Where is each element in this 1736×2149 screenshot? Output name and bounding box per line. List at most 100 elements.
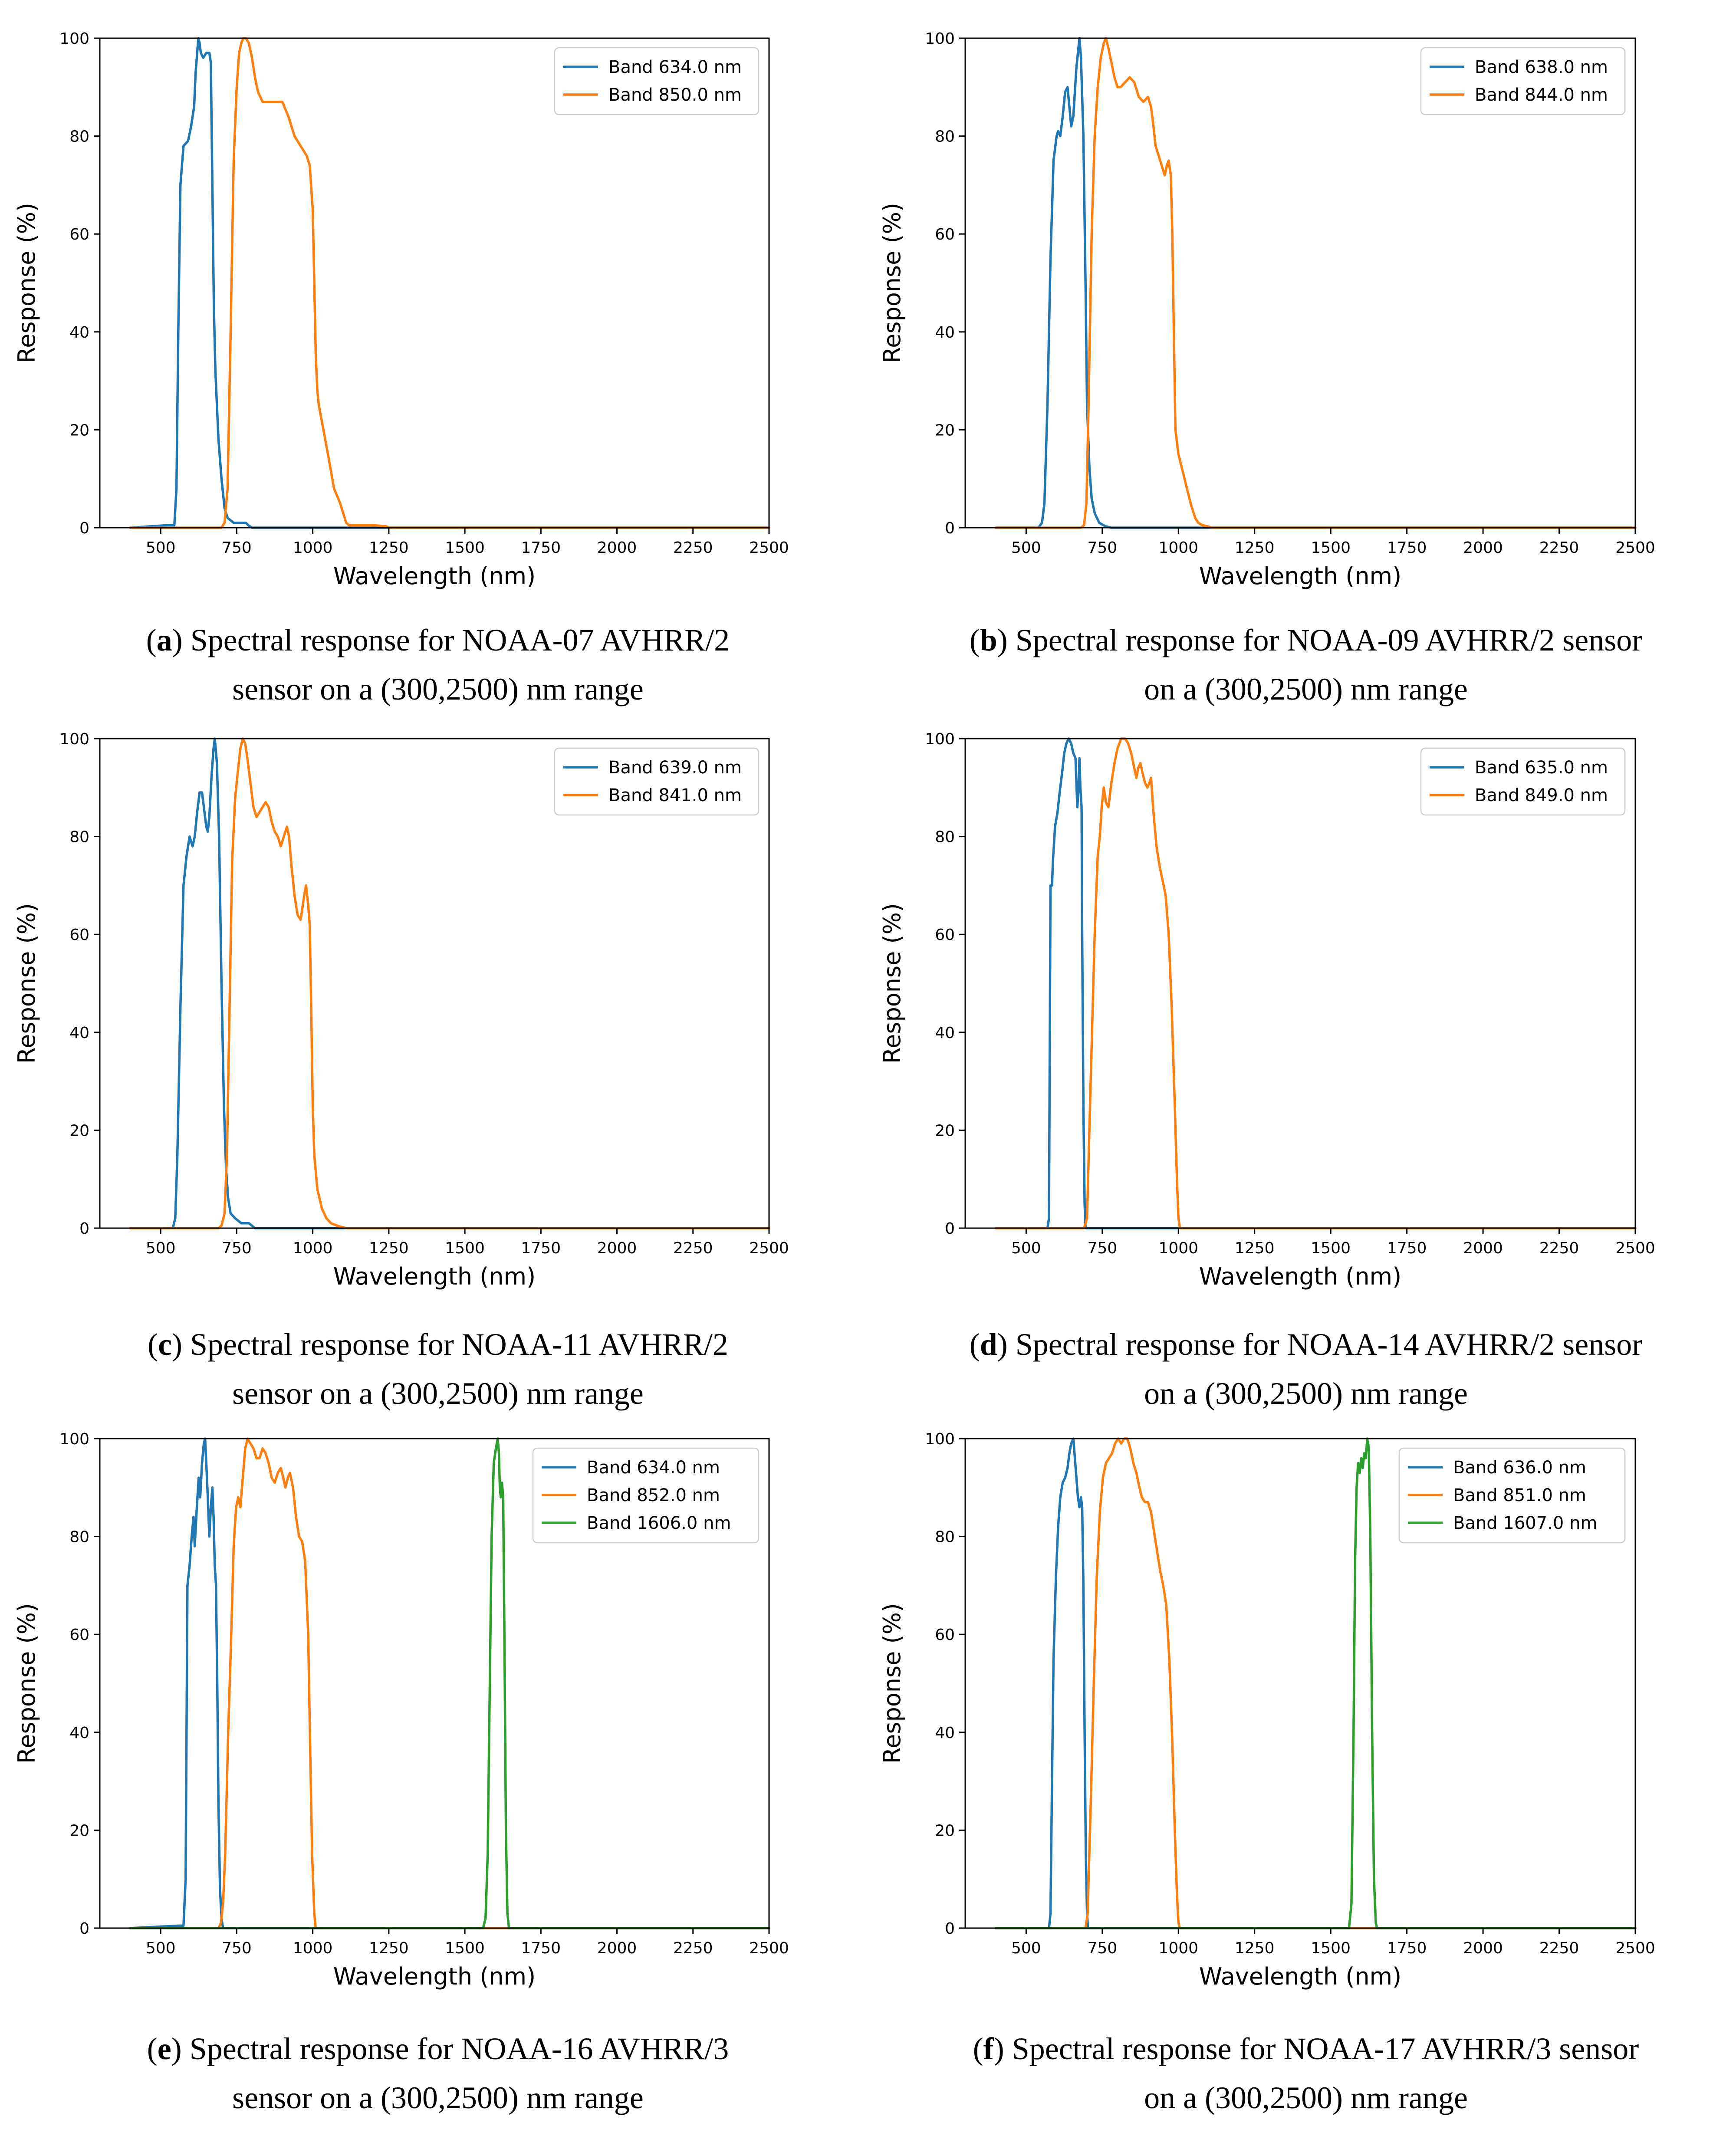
caption-b-text: Spectral response for NOAA-09 AVHRR/2 se… [1016, 623, 1643, 657]
plot-f: 500 750 1000 1250 1500 1750 2000 2250 2500 0 20 40 6… [878, 1430, 1655, 1990]
legend-box-e [532, 1447, 760, 1544]
x-tick-label-b-2250: 2250 [1539, 539, 1579, 557]
legend-e: Band 634.0 nm Band 852.0 nm Band 1606.0 nm [532, 1447, 760, 1544]
x-tick-label-f-1250: 1250 [1235, 1939, 1275, 1957]
y-tick-label-f-80: 80 [935, 1528, 955, 1546]
x-tick-label-a-2000: 2000 [597, 539, 637, 557]
y-tick-label-e-80: 80 [69, 1528, 89, 1546]
x-tick-label-a-2500: 2500 [749, 539, 789, 557]
legend-label-a-1: Band 634.0 nm [608, 57, 742, 77]
x-tick-label-a-2250: 2250 [673, 539, 713, 557]
x-axis-label-d: Wavelength (nm) [1199, 1263, 1401, 1290]
x-tick-label-e-750: 750 [222, 1939, 252, 1957]
x-tick-label-f-1000: 1000 [1158, 1939, 1198, 1957]
y-tick-label-f-20: 20 [935, 1822, 955, 1840]
x-tick-label-d-2250: 2250 [1539, 1239, 1579, 1257]
x-tick-label-b-2500: 2500 [1615, 539, 1655, 557]
y-tick-label-b-20: 20 [935, 421, 955, 439]
x-tick-label-e-500: 500 [146, 1939, 176, 1957]
caption-a-line1: (a) Spectral response for NOAA-07 AVHRR/… [146, 623, 730, 657]
legend-d: Band 635.0 nm Band 849.0 nm [1420, 747, 1626, 816]
y-tick-label-b-60: 60 [935, 226, 955, 243]
plot-c: 500 750 1000 1250 1500 1750 2000 2250 2500 0 20 40 6… [13, 730, 789, 1290]
legend-label-a-2: Band 850.0 nm [608, 85, 742, 105]
caption-d-text: Spectral response for NOAA-14 AVHRR/2 se… [1016, 1327, 1643, 1362]
x-tick-label-c-1750: 1750 [521, 1239, 561, 1257]
panel-c: 500 750 1000 1250 1500 1750 2000 2250 2500 0 20 40 6… [13, 730, 789, 1411]
series-line-d-1 [994, 737, 1637, 1229]
y-axis-label-e: Response (%) [13, 1603, 40, 1764]
caption-e-line1: (e) Spectral response for NOAA-16 AVHRR/… [147, 2031, 729, 2066]
caption-d-line2: on a (300,2500) nm range [1144, 1376, 1468, 1411]
panel-d: 500 750 1000 1250 1500 1750 2000 2250 2500 0 20 40 6… [878, 730, 1655, 1411]
y-tick-label-a-0: 0 [79, 519, 89, 537]
x-tick-label-f-2500: 2500 [1615, 1939, 1655, 1957]
x-tick-label-b-750: 750 [1087, 539, 1117, 557]
series-line-a-2 [129, 37, 770, 529]
x-tick-label-a-1500: 1500 [445, 539, 485, 557]
x-axis-label-e: Wavelength (nm) [333, 1963, 536, 1990]
x-tick-label-c-1000: 1000 [293, 1239, 333, 1257]
caption-f-letter: f [983, 2031, 994, 2066]
axes-frame-b [964, 37, 1636, 529]
legend-a: Band 634.0 nm Band 850.0 nm [554, 47, 760, 115]
x-tick-label-e-2500: 2500 [749, 1939, 789, 1957]
legend-label-b-2: Band 844.0 nm [1475, 85, 1608, 105]
legend-label-f-1: Band 636.0 nm [1453, 1458, 1586, 1478]
y-tick-label-a-100: 100 [59, 30, 89, 48]
y-tick-label-d-60: 60 [935, 926, 955, 944]
x-tick-label-b-1000: 1000 [1158, 539, 1198, 557]
legend-label-f-3: Band 1607.0 nm [1453, 1513, 1597, 1533]
plot-e: 500 750 1000 1250 1500 1750 2000 2250 2500 0 20 40 6… [13, 1430, 789, 1990]
x-tick-label-a-1000: 1000 [293, 539, 333, 557]
x-tick-label-d-750: 750 [1087, 1239, 1117, 1257]
y-tick-label-c-0: 0 [79, 1220, 89, 1238]
legend-label-b-1: Band 638.0 nm [1475, 57, 1608, 77]
legend-box-c [554, 747, 760, 816]
legend-box-b [1420, 47, 1626, 115]
y-tick-label-d-100: 100 [925, 730, 955, 748]
x-tick-label-d-1500: 1500 [1311, 1239, 1351, 1257]
plot-a: 500 750 1000 1250 1500 1750 2000 2250 2500 0 20 40 6… [13, 30, 789, 590]
axes-frame-d [964, 738, 1636, 1229]
legend-box-a [554, 47, 760, 115]
series-line-f-3 [994, 1437, 1637, 1929]
caption-b-line1: (b) Spectral response for NOAA-09 AVHRR/… [970, 623, 1643, 657]
x-axis-label-f: Wavelength (nm) [1199, 1963, 1401, 1990]
axes-frame-f [964, 1438, 1636, 1929]
series-line-b-2 [994, 37, 1637, 529]
axes-frame-e [99, 1438, 770, 1929]
legend-label-e-2: Band 852.0 nm [587, 1485, 720, 1505]
x-tick-label-a-750: 750 [222, 539, 252, 557]
legend-box-f [1398, 1447, 1626, 1544]
caption-d-letter: d [980, 1327, 997, 1362]
caption-c-letter: c [158, 1327, 172, 1362]
y-tick-label-b-0: 0 [945, 519, 955, 537]
y-axis-label-a: Response (%) [13, 203, 40, 363]
x-tick-label-a-500: 500 [146, 539, 176, 557]
x-tick-label-a-1750: 1750 [521, 539, 561, 557]
plot-d: 500 750 1000 1250 1500 1750 2000 2250 2500 0 20 40 6… [878, 730, 1655, 1290]
caption-d-line1: (d) Spectral response for NOAA-14 AVHRR/… [970, 1327, 1643, 1362]
x-tick-label-e-2250: 2250 [673, 1939, 713, 1957]
y-tick-label-c-100: 100 [59, 730, 89, 748]
x-axis-label-c: Wavelength (nm) [333, 1263, 536, 1290]
caption-c-text: Spectral response for NOAA-11 AVHRR/2 [190, 1327, 728, 1362]
y-tick-label-f-100: 100 [925, 1430, 955, 1448]
y-tick-label-d-0: 0 [945, 1220, 955, 1238]
y-tick-label-a-80: 80 [69, 128, 89, 146]
series-line-c-1 [129, 737, 770, 1229]
x-tick-label-e-1250: 1250 [369, 1939, 409, 1957]
y-tick-label-d-80: 80 [935, 828, 955, 846]
axes-frame-c [99, 738, 770, 1229]
legend-f: Band 636.0 nm Band 851.0 nm Band 1607.0 nm [1398, 1447, 1626, 1544]
y-tick-label-f-0: 0 [945, 1920, 955, 1938]
legend-label-f-2: Band 851.0 nm [1453, 1485, 1586, 1505]
caption-f-line2: on a (300,2500) nm range [1144, 2080, 1468, 2115]
y-axis-label-f: Response (%) [878, 1603, 906, 1764]
panel-a: 500 750 1000 1250 1500 1750 2000 2250 2500 0 20 40 6… [13, 30, 789, 706]
x-tick-label-d-2000: 2000 [1463, 1239, 1503, 1257]
series-line-d-2 [994, 737, 1637, 1229]
x-axis-label-a: Wavelength (nm) [333, 562, 536, 590]
x-tick-label-c-1500: 1500 [445, 1239, 485, 1257]
